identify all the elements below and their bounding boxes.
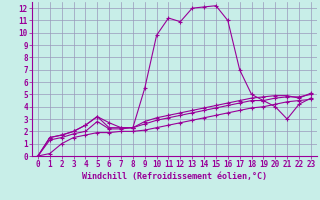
X-axis label: Windchill (Refroidissement éolien,°C): Windchill (Refroidissement éolien,°C)	[82, 172, 267, 181]
